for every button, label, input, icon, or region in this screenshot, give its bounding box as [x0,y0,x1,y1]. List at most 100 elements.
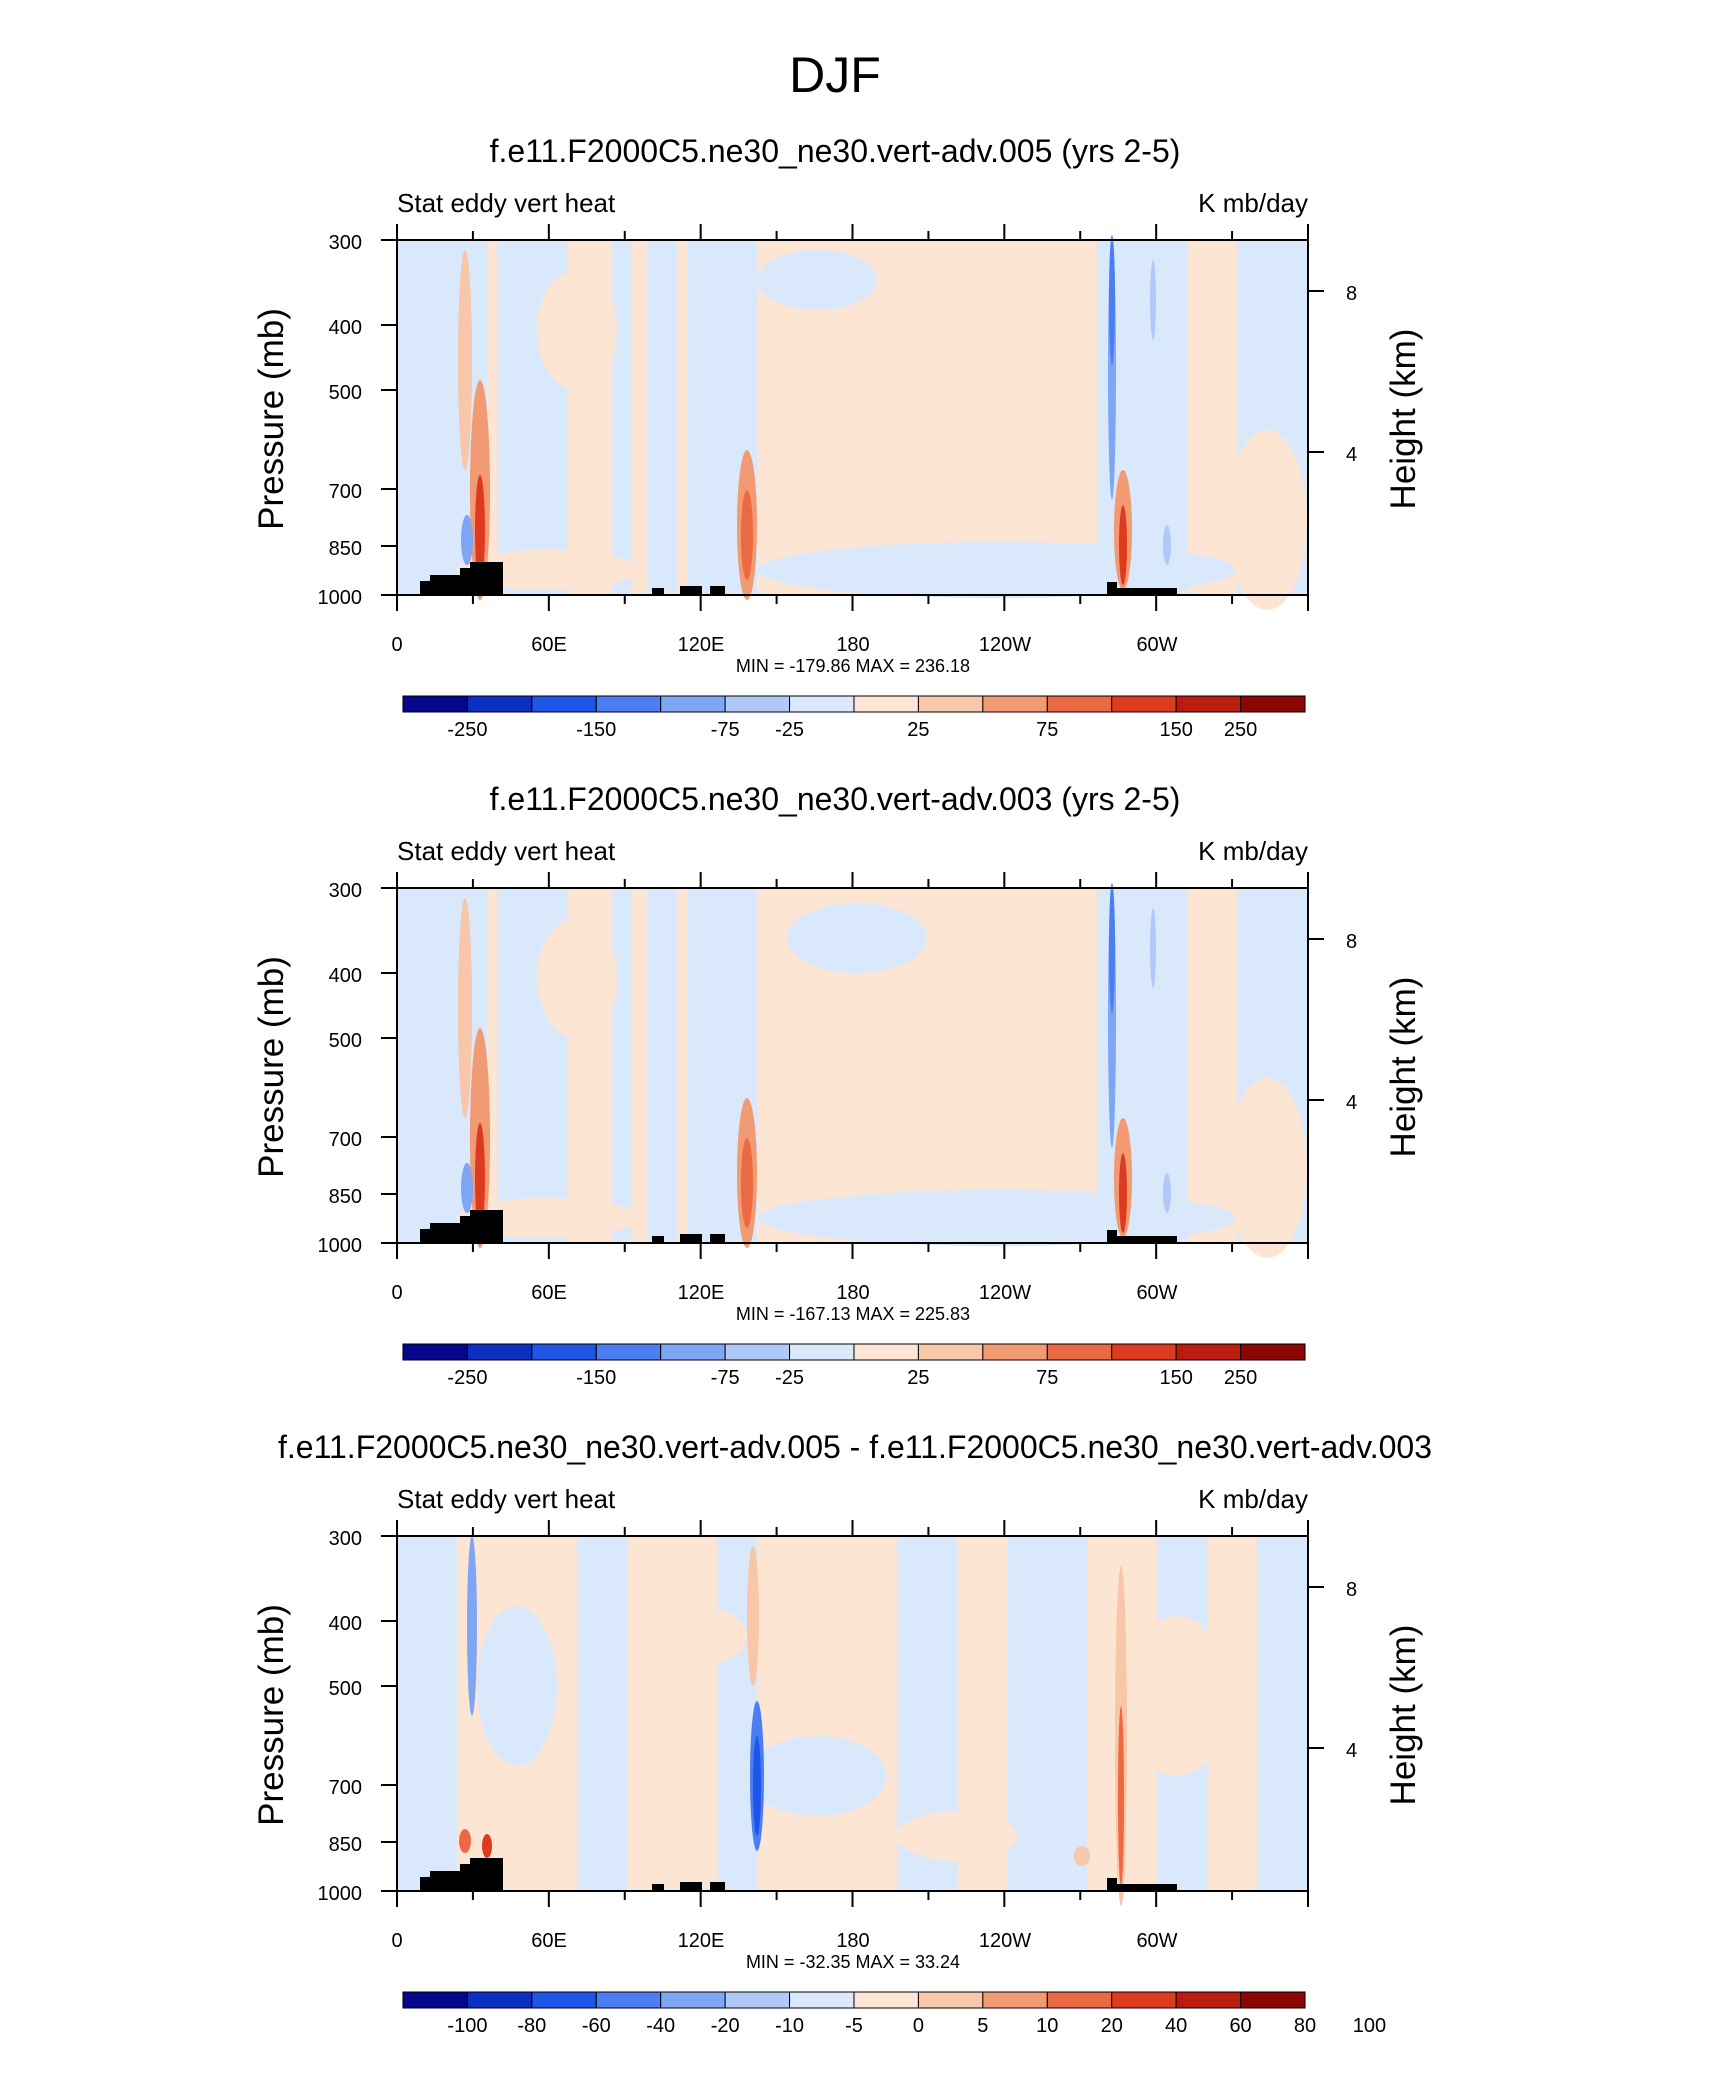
colorbar-box [853,695,919,713]
colorbar-box [853,1343,919,1361]
contour-region [1074,1846,1090,1866]
y-tick-label: 500 [329,1030,362,1052]
colorbar-label: 75 [1036,719,1058,741]
colorbar-label: 25 [907,719,929,741]
colorbar-label: 60 [1229,2015,1251,2037]
contour-region [467,1536,477,1716]
contour-region [747,1546,759,1686]
x-tick-labels: 0 60E 120E 180 120W 60W [391,634,1177,656]
x-tick-label: 60W [1136,634,1177,656]
colorbar-label: -75 [711,1367,740,1389]
colorbar-box [1240,695,1306,713]
colorbar-box [1111,1991,1177,2009]
colorbar-label: 150 [1159,719,1192,741]
contour-region [1227,430,1307,610]
colorbar-label: -100 [447,2015,487,2037]
colorbar-label: 150 [1159,1367,1192,1389]
x-tick-labels: 0 60E 120E 180 120W 60W [391,1282,1177,1304]
contour-region [1163,525,1171,565]
y-axis-title: Pressure (mb) [252,956,291,1178]
figure-title: DJF [789,47,881,103]
colorbar-box [660,1991,726,2009]
panel-1: f.e11.F2000C5.ne30_ne30.vert-adv.005 (yr… [252,133,1423,741]
terrain-mask [485,1210,503,1243]
colorbar-box [982,695,1048,713]
x-tick-label: 120W [979,1930,1031,1952]
y-tick-label: 400 [329,965,362,987]
colorbar-box [1046,1343,1113,1361]
y-tick-label: 300 [329,1528,362,1550]
terrain-mask [470,562,485,595]
y-tick-label: 1000 [318,1883,363,1905]
colorbar-label: -150 [576,719,616,741]
contour-band [1257,1536,1308,1891]
y-tick-label: 500 [329,382,362,404]
colorbar-box [402,1991,468,2009]
terrain-mask [470,1210,485,1243]
panel-title: f.e11.F2000C5.ne30_ne30.vert-adv.003 (yr… [490,781,1181,817]
terrain-mask [420,1877,430,1891]
terrain-mask [460,1864,470,1891]
colorbar-label: 0 [913,2015,924,2037]
contour-region [753,1736,761,1836]
colorbar-box [1175,695,1242,713]
y-tick-label: 1000 [318,587,363,609]
contour-region [477,1606,557,1766]
terrain-mask [652,1236,664,1243]
terrain-mask [1107,1878,1117,1891]
terrain-mask [680,1234,702,1243]
colorbar-box [1046,695,1113,713]
terrain-mask [1107,582,1117,595]
contour-band [397,888,437,1243]
contour-band [397,240,437,595]
colorbar-box [1046,1991,1113,2009]
terrain-mask [710,586,725,595]
y-tick-labels: 300 400 500 700 850 1000 [318,880,363,1257]
contour-region [461,515,473,565]
terrain-mask [1107,1230,1117,1243]
y2-tick-label: 4 [1346,444,1357,466]
y-tick-label: 850 [329,1834,362,1856]
x-tick-label: 0 [391,634,402,656]
x-tick-label: 120W [979,634,1031,656]
contour-band [647,240,677,595]
min-max-annotation: MIN = -167.13 MAX = 225.83 [736,1304,970,1324]
colorbar-label: 20 [1101,2015,1123,2037]
contour-band [577,1536,627,1891]
colorbar-box [982,1343,1048,1361]
panel-3: f.e11.F2000C5.ne30_ne30.vert-adv.005 - f… [252,1429,1432,2037]
x-tick-label: 180 [836,1930,869,1952]
colorbar-box [402,695,468,713]
x-tick-label: 0 [391,1282,402,1304]
colorbar-label: 80 [1294,2015,1316,2037]
terrain-mask [485,1858,503,1891]
terrain-mask [710,1234,725,1243]
colorbar-box [789,1343,855,1361]
colorbar-label: -75 [711,719,740,741]
contour-region [475,1123,485,1233]
colorbar-label: -20 [711,2015,740,2037]
colorbar-label: -10 [775,2015,804,2037]
panel-title: f.e11.F2000C5.ne30_ne30.vert-adv.005 (yr… [490,133,1181,169]
y-tick-label: 500 [329,1678,362,1700]
contour-region [1227,1078,1307,1258]
panel-left-label: Stat eddy vert heat [397,188,616,218]
contour-region [459,1829,471,1853]
x-tick-label: 180 [836,634,869,656]
x-tick-labels: 0 60E 120E 180 120W 60W [391,1930,1177,1952]
contour-band [612,888,632,1243]
colorbar-box [466,1991,533,2009]
colorbar-box [531,1991,597,2009]
terrain-mask [460,1216,470,1243]
colorbar-box [1240,1343,1306,1361]
colorbar-label: -80 [517,2015,546,2037]
y-tick-label: 850 [329,1186,362,1208]
colorbar-label: 100 [1353,2015,1386,2037]
panel-2: f.e11.F2000C5.ne30_ne30.vert-adv.003 (yr… [252,781,1423,1389]
colorbar: -250 -150 -75 -25 25 75 150 250 [402,695,1306,741]
colorbar-box [595,1343,662,1361]
contour-region [458,898,472,1118]
colorbar-box [531,695,597,713]
colorbar-box [1111,695,1177,713]
